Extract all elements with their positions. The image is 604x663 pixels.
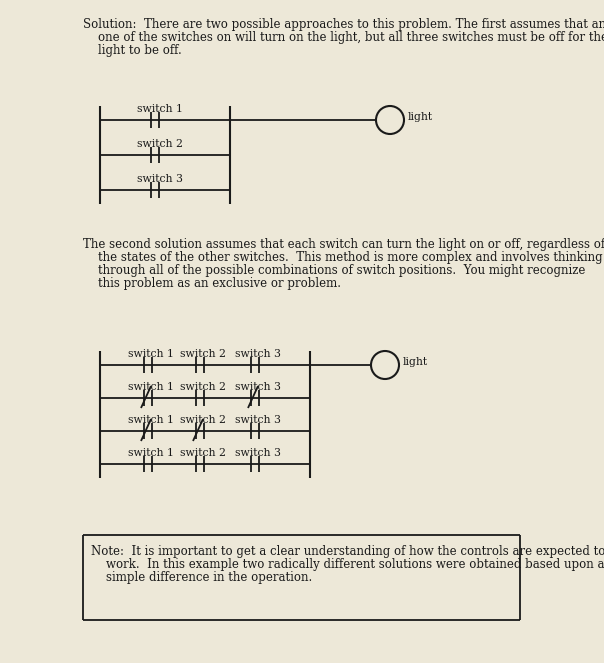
Text: The second solution assumes that each switch can turn the light on or off, regar: The second solution assumes that each sw… <box>83 238 604 251</box>
Text: through all of the possible combinations of switch positions.  You might recogni: through all of the possible combinations… <box>83 264 585 277</box>
Text: switch 3: switch 3 <box>137 174 183 184</box>
Text: switch 1: switch 1 <box>137 104 183 114</box>
Text: switch 3: switch 3 <box>235 448 281 458</box>
Text: switch 2: switch 2 <box>180 448 226 458</box>
Text: the states of the other switches.  This method is more complex and involves thin: the states of the other switches. This m… <box>83 251 603 264</box>
Text: light: light <box>408 112 433 122</box>
Text: switch 3: switch 3 <box>235 382 281 392</box>
Text: light: light <box>403 357 428 367</box>
Text: switch 2: switch 2 <box>180 349 226 359</box>
Text: work.  In this example two radically different solutions were obtained based upo: work. In this example two radically diff… <box>91 558 604 571</box>
Text: switch 2: switch 2 <box>180 415 226 425</box>
Text: one of the switches on will turn on the light, but all three switches must be of: one of the switches on will turn on the … <box>83 31 604 44</box>
Text: switch 3: switch 3 <box>235 415 281 425</box>
Text: switch 1: switch 1 <box>128 382 174 392</box>
Text: Solution:  There are two possible approaches to this problem. The first assumes : Solution: There are two possible approac… <box>83 18 604 31</box>
Text: simple difference in the operation.: simple difference in the operation. <box>91 571 312 584</box>
Text: switch 2: switch 2 <box>180 382 226 392</box>
Text: light to be off.: light to be off. <box>83 44 182 57</box>
Text: Note:  It is important to get a clear understanding of how the controls are expe: Note: It is important to get a clear und… <box>91 545 604 558</box>
Text: switch 1: switch 1 <box>128 349 174 359</box>
Text: this problem as an exclusive or problem.: this problem as an exclusive or problem. <box>83 277 341 290</box>
Text: switch 1: switch 1 <box>128 415 174 425</box>
Text: switch 2: switch 2 <box>137 139 183 149</box>
Text: switch 1: switch 1 <box>128 448 174 458</box>
Text: switch 3: switch 3 <box>235 349 281 359</box>
